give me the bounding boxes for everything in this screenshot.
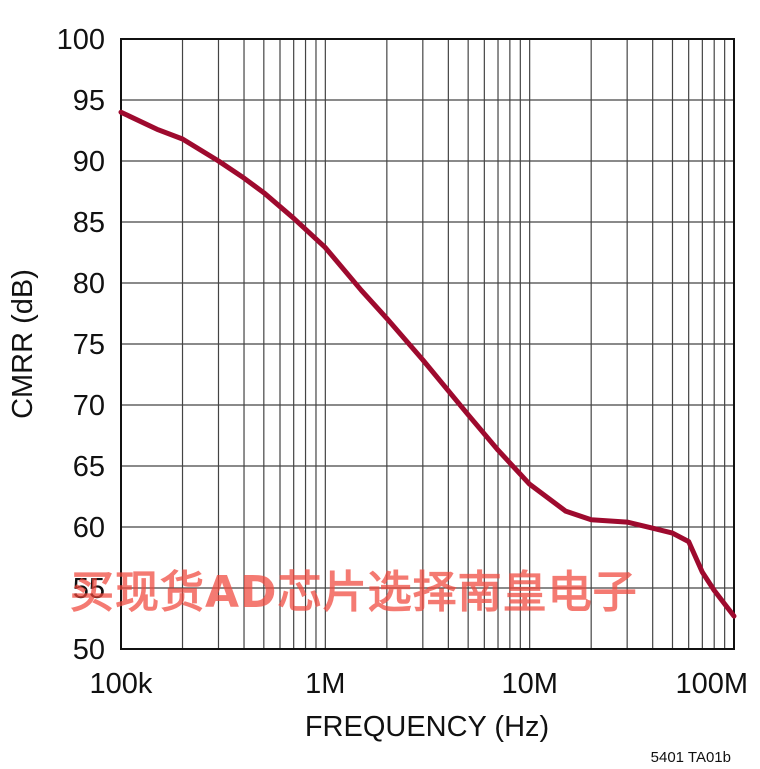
- x-tick-label: 100M: [675, 668, 748, 700]
- x-tick-label: 100k: [90, 668, 153, 700]
- y-tick-label: 100: [57, 24, 105, 56]
- y-tick-label: 80: [73, 268, 105, 300]
- y-tick-label: 75: [73, 329, 105, 361]
- x-tick-labels: 100k 1M 10M 100M: [90, 668, 748, 700]
- x-tick-label: 1M: [305, 668, 345, 700]
- y-tick-label: 60: [73, 512, 105, 544]
- watermark-text: 买现货AD芯片选择南皇电子: [70, 567, 638, 618]
- cmrr-series-line: [118, 109, 737, 619]
- plot-frame: [120, 38, 735, 650]
- figure-code: 5401 TA01b: [651, 749, 731, 766]
- y-tick-label: 85: [73, 207, 105, 239]
- y-tick-label: 50: [73, 634, 105, 666]
- y-tick-label: 65: [73, 451, 105, 483]
- y-tick-label: 55: [73, 573, 105, 605]
- x-tick-label: 10M: [501, 668, 557, 700]
- y-tick-label: 90: [73, 146, 105, 178]
- y-tick-label: 70: [73, 390, 105, 422]
- x-axis-label: FREQUENCY (Hz): [305, 711, 549, 743]
- y-axis-label: CMRR (dB): [7, 269, 39, 419]
- y-tick-label: 95: [73, 85, 105, 117]
- y-tick-labels: 100 95 90 85 80 75 70 65 60 55 50: [57, 24, 105, 666]
